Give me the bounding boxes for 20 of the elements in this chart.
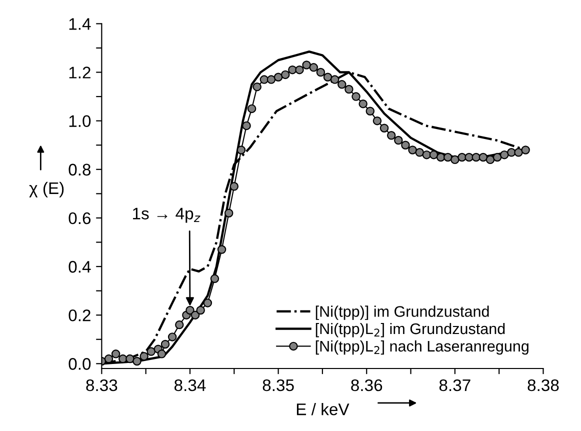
y-axis-title: χ (E) [29,182,64,198]
x-tick-label: 8.38 [528,379,559,392]
x-tick-label: 8.34 [174,379,206,392]
y-tick-label: 0.0 [68,358,91,370]
legend-label: [Ni(tpp)L$_{2}$] im Grundzustand [316,322,505,338]
x-tick-label: 8.36 [351,379,382,392]
y-tick-label: 0.2 [68,309,90,322]
y-tick-label: 1.0 [69,115,91,128]
x-tick-label: 8.37 [439,379,470,392]
y-tick-label: 0.6 [68,212,91,224]
y-tick-label: 1.4 [69,18,91,30]
legend-label: [Ni(tpp)L$_{2}$] nach Laseranregung [316,340,528,355]
x-tick-label: 8.35 [262,379,294,392]
y-tick-label: 0.8 [68,164,91,176]
x-tick-label: 8.33 [86,379,118,392]
legend-label: [Ni(tpp)] im Grundzustand [316,306,489,320]
y-tick-label: 0.4 [68,260,91,273]
y-tick-label: 1.2 [69,66,90,78]
annotation: 1s → 4p$_{z}$ [133,208,200,223]
x-axis-title: E / keV [296,402,350,416]
